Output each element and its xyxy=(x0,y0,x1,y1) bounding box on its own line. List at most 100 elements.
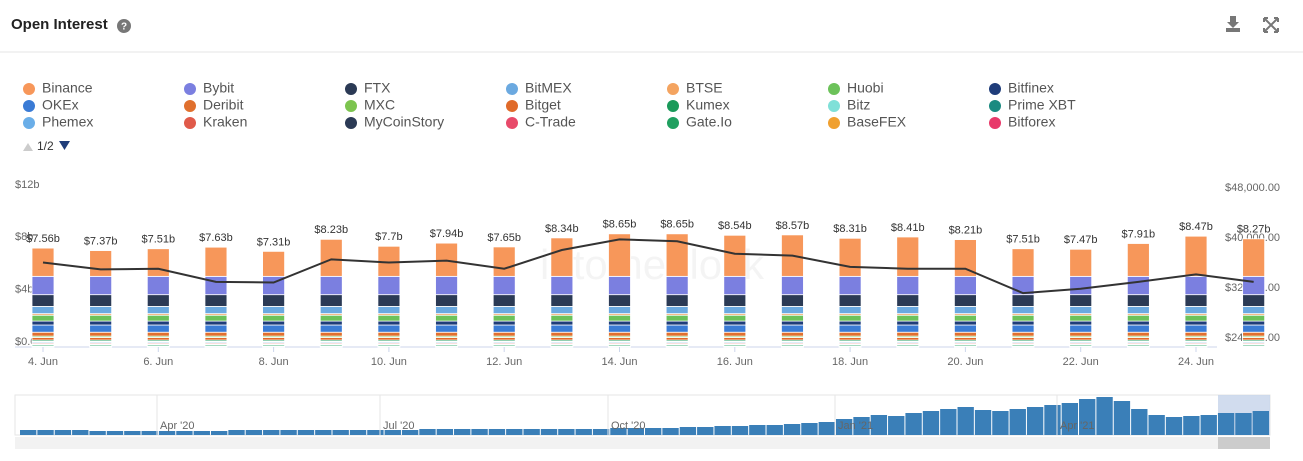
pager-up[interactable] xyxy=(23,143,33,151)
y-tick-label: $4b xyxy=(15,284,33,296)
navigator-bar xyxy=(627,428,644,435)
bar-segment xyxy=(1126,243,1150,277)
bar-segment xyxy=(781,314,804,322)
legend-swatch[interactable] xyxy=(667,83,679,95)
navigator-bar xyxy=(957,407,974,435)
legend-swatch[interactable] xyxy=(989,100,1001,112)
legend-swatch[interactable] xyxy=(184,83,196,95)
navigator-bar xyxy=(1096,397,1113,435)
bar-segment xyxy=(550,320,574,326)
legend-swatch[interactable] xyxy=(345,100,357,112)
total-label: $7.51b xyxy=(141,234,175,246)
bar-segment xyxy=(1126,324,1150,333)
bar-segment xyxy=(89,306,113,315)
bar-segment xyxy=(89,324,113,333)
bar-segment xyxy=(31,306,55,315)
scrollbar-thumb[interactable] xyxy=(1218,437,1270,449)
x-tick-label: 20. Jun xyxy=(947,356,983,368)
bar-segment xyxy=(838,324,862,333)
bar-segment xyxy=(1184,324,1208,333)
bar-segment xyxy=(31,294,55,307)
bar-segment xyxy=(723,306,747,315)
bar-segment xyxy=(1011,248,1035,277)
navigator-bar xyxy=(1200,415,1217,435)
navigator-bar xyxy=(141,431,158,435)
legend-swatch[interactable] xyxy=(667,117,679,129)
total-label: $7.37b xyxy=(84,235,118,247)
navigator-bar xyxy=(558,429,575,435)
legend-swatch[interactable] xyxy=(23,117,35,129)
navigator-bar xyxy=(263,430,280,435)
bar-segment xyxy=(377,320,401,326)
bar-segment xyxy=(781,331,804,337)
bar-segment xyxy=(1184,275,1208,296)
navigator-bar xyxy=(506,429,523,435)
bar-segment xyxy=(262,294,286,307)
bar-segment xyxy=(1011,314,1035,322)
navigator-bar xyxy=(106,431,124,435)
bar-segment xyxy=(492,306,516,315)
navigator-bar xyxy=(176,431,193,435)
total-label: $7.65b xyxy=(487,232,521,244)
navigator-bar xyxy=(349,430,367,435)
legend-swatch[interactable] xyxy=(23,83,35,95)
bar-segment xyxy=(1184,235,1208,277)
pager-down[interactable] xyxy=(59,141,70,150)
legend-swatch[interactable] xyxy=(506,100,518,112)
scrollbar[interactable] xyxy=(15,437,1270,449)
navigator-bar xyxy=(714,426,731,435)
legend-swatch[interactable] xyxy=(828,83,840,95)
bar-segment xyxy=(954,314,977,322)
bar-segment xyxy=(319,324,343,333)
x-tick-label: 12. Jun xyxy=(486,356,522,368)
bar-segment xyxy=(492,246,516,277)
bar-segment xyxy=(377,294,401,307)
legend-swatch[interactable] xyxy=(667,100,679,112)
legend-swatch[interactable] xyxy=(184,117,196,129)
legend-swatch[interactable] xyxy=(23,100,35,112)
bar-segment xyxy=(262,306,286,315)
bar-segment xyxy=(377,331,401,337)
bar-segment xyxy=(262,314,286,322)
bar-segment xyxy=(954,294,977,307)
legend-swatch[interactable] xyxy=(506,117,518,129)
bar-segment xyxy=(723,324,747,333)
legend-swatch[interactable] xyxy=(184,100,196,112)
navigator-bar xyxy=(922,411,940,435)
total-label: $7.94b xyxy=(430,228,464,240)
total-label: $8.57b xyxy=(776,220,810,232)
bar-segment xyxy=(608,320,631,326)
legend-swatch[interactable] xyxy=(828,117,840,129)
bar-segment xyxy=(550,306,574,315)
bar-segment xyxy=(838,275,862,296)
bar-segment xyxy=(1069,320,1093,326)
navigator-bar xyxy=(679,427,697,435)
bar-segment xyxy=(377,306,401,315)
bar-segment xyxy=(435,306,458,315)
navigator-bar xyxy=(697,427,714,435)
help-icon[interactable] xyxy=(117,19,131,33)
download-icon[interactable] xyxy=(1226,16,1240,32)
legend-label: Deribit xyxy=(203,97,244,113)
navigator-bar xyxy=(419,429,436,435)
legend-swatch[interactable] xyxy=(989,83,1001,95)
bar-segment xyxy=(781,320,804,326)
legend-swatch[interactable] xyxy=(506,83,518,95)
legend-swatch[interactable] xyxy=(345,83,357,95)
navigator-label: Oct '20 xyxy=(611,420,646,432)
bar-segment xyxy=(1126,331,1150,337)
bar-segment xyxy=(781,275,804,296)
bar-segment xyxy=(1069,314,1093,322)
legend-label: Bitfinex xyxy=(1008,80,1054,96)
legend-swatch[interactable] xyxy=(345,117,357,129)
legend-swatch[interactable] xyxy=(828,100,840,112)
expand-icon[interactable] xyxy=(1263,17,1279,33)
bar-segment xyxy=(896,324,920,333)
legend-swatch[interactable] xyxy=(989,117,1001,129)
navigator-bar xyxy=(905,413,922,435)
bar-segment xyxy=(1242,331,1266,337)
bar-segment xyxy=(319,314,343,322)
navigator-bar xyxy=(488,429,506,435)
legend-label: Prime XBT xyxy=(1008,97,1076,113)
bar-segment xyxy=(665,314,689,322)
